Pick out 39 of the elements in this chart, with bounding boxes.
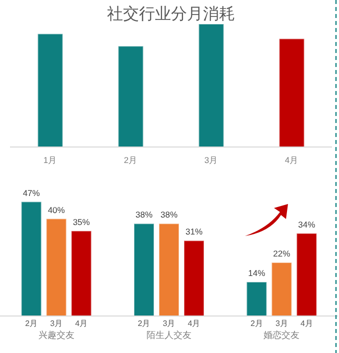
text: 3月 <box>162 319 176 328</box>
series-label: 4月 <box>75 319 88 328</box>
bar <box>118 46 144 148</box>
series-label: 3月 <box>50 319 63 328</box>
bar <box>246 281 268 316</box>
x-tick-label: 婚恋交友 <box>264 330 300 340</box>
data-label: 22% <box>273 248 291 259</box>
bar <box>278 38 305 148</box>
text: 2月 <box>138 319 150 328</box>
data-label: 38% <box>135 210 153 220</box>
series-label: 2月 <box>25 319 38 328</box>
text: 2月 <box>250 319 263 328</box>
data-label: 35% <box>72 216 90 227</box>
data-label: 34% <box>298 219 316 230</box>
x-tick-label: 陌生人交友 <box>146 330 192 340</box>
x-tick-label: 4月 <box>284 155 299 165</box>
text: 3月 <box>275 319 288 328</box>
bar <box>70 230 92 316</box>
bar <box>296 232 318 316</box>
x-tick-label: 1月 <box>43 155 58 165</box>
data-label: 40% <box>48 204 66 215</box>
bar <box>46 218 67 316</box>
bar <box>184 240 204 316</box>
data-label: 14% <box>248 268 266 278</box>
data-label: 31% <box>185 226 203 237</box>
x-tick-label: 兴趣交友 <box>38 330 74 340</box>
bar <box>37 33 64 148</box>
bar <box>134 223 154 316</box>
chart-title: 社交行业分月消耗 <box>107 5 235 23</box>
data-label: 47% <box>22 188 40 198</box>
text: 4月 <box>188 319 200 328</box>
text: 4月 <box>300 319 313 328</box>
x-tick-label: 2月 <box>124 155 138 165</box>
bar <box>158 223 180 316</box>
bar <box>198 24 224 148</box>
x-tick-label: 3月 <box>204 155 218 165</box>
bar <box>271 262 292 316</box>
data-label: 38% <box>160 210 178 220</box>
bar <box>20 201 42 316</box>
